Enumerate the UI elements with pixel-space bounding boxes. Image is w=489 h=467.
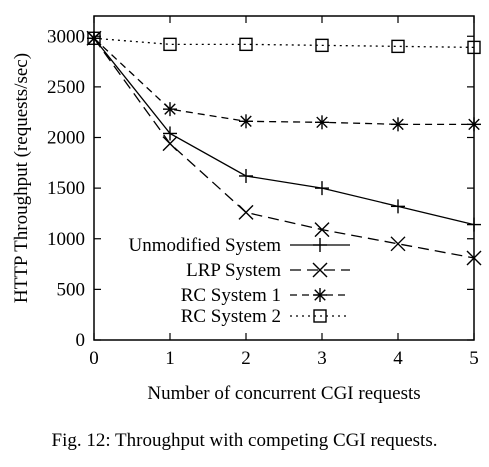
data-point-1-1	[162, 136, 178, 152]
y-axis-label: HTTP Throughput (requests/sec)	[11, 53, 32, 303]
x-axis-label: Number of concurrent CGI requests	[147, 383, 420, 404]
data-point-0-5	[467, 217, 481, 232]
data-point-3-1	[163, 37, 177, 52]
series-line-1	[93, 37, 475, 259]
legend-marker	[313, 288, 327, 302]
line-chart: 0 1 2 3 4 5 0 500 1000 1500 2000 2500 3000 Unmodifie…	[11, 15, 482, 404]
legend-label: RC System 2	[181, 306, 281, 327]
data-point-2-2	[239, 114, 253, 129]
y-tick-label: 500	[57, 279, 86, 300]
legend-marker	[313, 309, 327, 323]
x-tick-label: 0	[89, 348, 99, 369]
data-point-2-3	[315, 115, 329, 130]
data-point-3-4	[391, 39, 405, 54]
legend-marker	[313, 238, 327, 252]
x-tick-label: 2	[241, 348, 251, 369]
y-tick-label: 2000	[47, 128, 85, 149]
data-point-3-3	[315, 38, 329, 53]
data-point-2-5	[467, 117, 481, 132]
legend: Unmodified System LRP System RC System 1RC…	[128, 235, 350, 327]
legend-label: LRP System	[186, 260, 281, 281]
y-tick-label: 1500	[47, 178, 85, 199]
figure-caption: Fig. 12: Throughput with competing CGI r…	[51, 430, 438, 451]
y-tick-label: 0	[76, 330, 86, 351]
plot-frame	[93, 15, 475, 341]
data-point-3-5	[467, 40, 481, 55]
data-point-1-4	[390, 236, 406, 252]
data-point-1-3	[314, 222, 330, 238]
series-line-0	[93, 37, 475, 226]
axes-layer: 0 1 2 3 4 5 0 500 1000 1500 2000 2500 3000	[47, 16, 479, 369]
series-layer	[86, 30, 482, 266]
x-tick-label: 5	[469, 348, 479, 369]
y-tick-label: 2500	[47, 77, 85, 98]
series-line-3	[93, 37, 475, 49]
data-point-2-4	[391, 117, 405, 132]
data-point-3-0	[87, 31, 101, 45]
y-tick-label: 3000	[47, 26, 85, 47]
x-tick-label: 3	[317, 348, 327, 369]
y-tick-label: 1000	[47, 229, 85, 250]
data-point-1-5	[466, 250, 482, 266]
data-point-2-1	[163, 102, 177, 117]
legend-marker	[312, 262, 328, 278]
x-tick-label: 4	[393, 348, 403, 369]
legend-label: RC System 1	[181, 285, 281, 306]
data-point-3-2	[239, 37, 253, 52]
x-tick-label: 1	[165, 348, 175, 369]
series-line-2	[93, 37, 474, 125]
data-point-0-4	[391, 199, 405, 214]
legend-label: Unmodified System	[128, 235, 281, 256]
data-point-1-2	[238, 204, 254, 220]
data-point-0-2	[239, 168, 253, 183]
data-point-0-1	[163, 126, 177, 141]
data-point-0-3	[315, 181, 329, 196]
